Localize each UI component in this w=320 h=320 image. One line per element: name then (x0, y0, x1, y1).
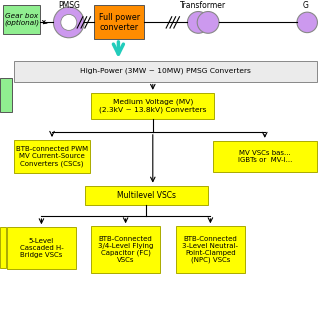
FancyBboxPatch shape (14, 61, 317, 82)
FancyBboxPatch shape (14, 140, 90, 173)
FancyBboxPatch shape (0, 227, 6, 268)
Text: Transformer: Transformer (180, 1, 226, 10)
Circle shape (297, 12, 317, 33)
Text: BTB-Connected
3-Level Neutral-
Point-Clamped
(NPC) VSCs: BTB-Connected 3-Level Neutral- Point-Cla… (182, 236, 238, 263)
FancyBboxPatch shape (91, 226, 160, 273)
Circle shape (197, 12, 219, 33)
Text: G: G (303, 1, 308, 10)
FancyBboxPatch shape (7, 227, 76, 269)
Text: PMSG: PMSG (58, 1, 80, 10)
Text: BTB-connected PWM
MV Current-Source
Converters (CSCs): BTB-connected PWM MV Current-Source Conv… (16, 146, 88, 167)
FancyBboxPatch shape (213, 141, 317, 172)
FancyArrowPatch shape (43, 20, 47, 24)
FancyBboxPatch shape (91, 93, 214, 119)
FancyBboxPatch shape (176, 226, 245, 273)
FancyBboxPatch shape (3, 5, 40, 34)
Text: High-Power (3MW ~ 10MW) PMSG Converters: High-Power (3MW ~ 10MW) PMSG Converters (80, 68, 251, 75)
Text: Medium Voltage (MV)
(2.3kV ~ 13.8kV) Converters: Medium Voltage (MV) (2.3kV ~ 13.8kV) Con… (99, 99, 206, 113)
Text: Gear box
(optional): Gear box (optional) (4, 13, 39, 26)
Text: MV VSCs bas...
IGBTs or  MV-I...: MV VSCs bas... IGBTs or MV-I... (238, 150, 292, 163)
FancyBboxPatch shape (94, 5, 144, 39)
Text: Full power
converter: Full power converter (99, 12, 140, 32)
Circle shape (61, 14, 77, 30)
Text: Multilevel VSCs: Multilevel VSCs (117, 191, 176, 200)
Text: BTB-Connected
3/4-Level Flying
Capacitor (FC)
VSCs: BTB-Connected 3/4-Level Flying Capacitor… (98, 236, 153, 263)
FancyBboxPatch shape (0, 78, 12, 112)
Text: 5-Level
Cascaded H-
Bridge VSCs: 5-Level Cascaded H- Bridge VSCs (20, 238, 63, 258)
Circle shape (53, 7, 84, 38)
FancyBboxPatch shape (85, 186, 208, 205)
Circle shape (188, 12, 209, 33)
